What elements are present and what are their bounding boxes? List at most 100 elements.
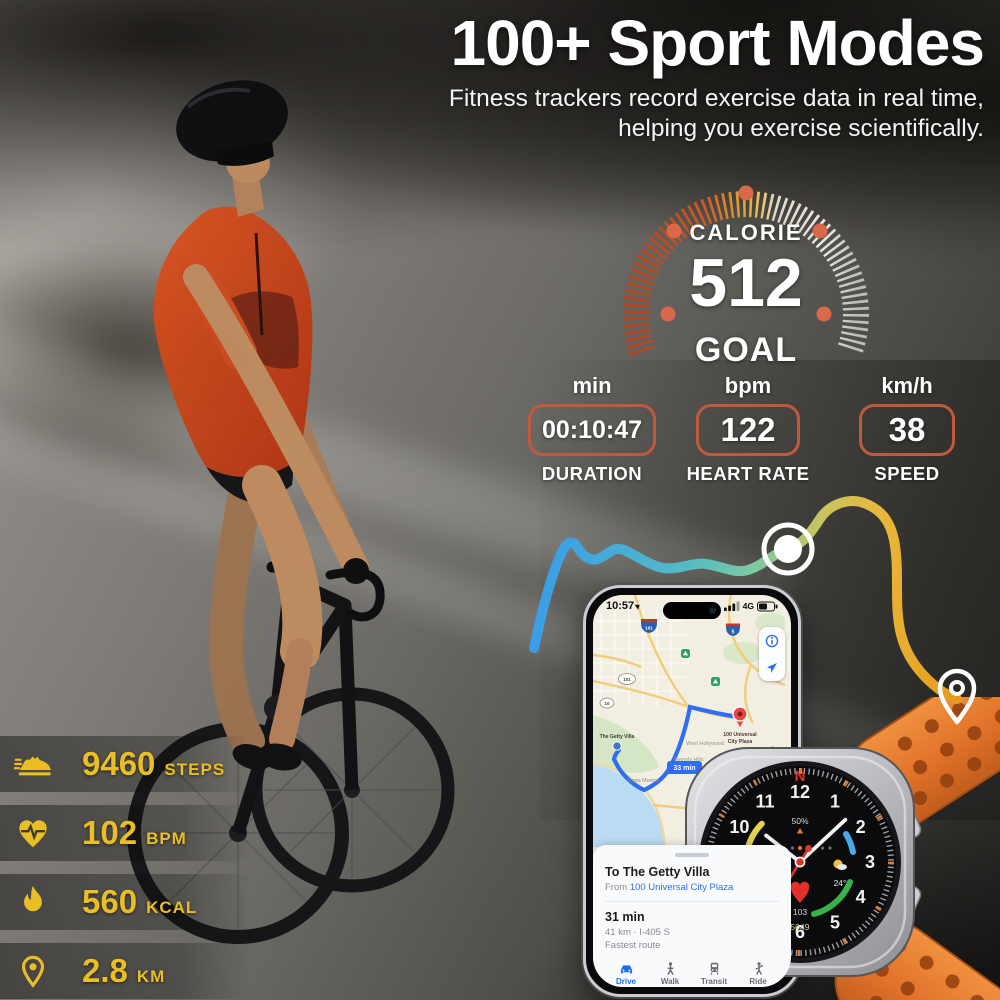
tab-label: Transit — [700, 977, 728, 986]
stat-value: 560 — [82, 883, 138, 920]
activity-stats-panel: 9460 STEPS 102 BPM 560 KCAL — [0, 736, 250, 1000]
shield-oval-101: 101 — [618, 673, 636, 685]
heart-pulse-icon — [19, 820, 47, 848]
stat-value: 9460 — [82, 745, 156, 782]
map-destination-pin[interactable]: 100 Universal City Plaza — [723, 706, 757, 745]
signal-icon — [723, 601, 740, 611]
metric-label: HEART RATE — [686, 463, 810, 484]
metrics-row: min 00:10:47 DURATION bpm 122 HEART RATE… — [512, 373, 990, 485]
directions-sheet[interactable]: To The Getty Villa From 100 Universal Ci… — [593, 845, 791, 987]
stat-value: 102 — [82, 814, 138, 851]
gauge-caption: GOAL — [694, 331, 798, 369]
battery-icon — [757, 601, 778, 611]
route-duration: 31 min — [605, 910, 645, 924]
page-title: 100+ Sport Modes — [450, 7, 986, 79]
map-label-santa-monica: Santa Monica — [627, 778, 659, 784]
destination-title: To The Getty Villa — [605, 865, 710, 879]
metric-label: SPEED — [874, 463, 940, 484]
tab-ride[interactable]: Ride — [741, 962, 775, 986]
stat-text: 2.8 KM — [82, 952, 165, 990]
location-arrow-icon — [634, 602, 642, 610]
near-leg — [242, 465, 323, 671]
svg-text:6: 6 — [795, 922, 805, 942]
svg-text:City Plaza: City Plaza — [728, 739, 753, 745]
stat-row-heart-rate: 102 BPM — [0, 805, 250, 861]
sunglasses — [216, 141, 274, 166]
stat-row-steps: 9460 STEPS — [0, 736, 250, 792]
far-leg — [209, 478, 265, 758]
tab-drive[interactable]: Drive — [609, 962, 643, 986]
metric-duration: min 00:10:47 DURATION — [512, 373, 672, 485]
sheet-drag-handle[interactable] — [675, 853, 709, 857]
park-icon — [681, 649, 690, 658]
svg-text:4: 4 — [856, 887, 866, 907]
arc-blue — [843, 831, 856, 855]
handlebar — [325, 567, 385, 622]
map-route — [611, 704, 743, 793]
bezel-orange-accents — [706, 768, 894, 956]
metric-value: 00:10:47 — [541, 415, 643, 444]
tab-transit[interactable]: Transit — [697, 962, 731, 986]
origin-line: From 100 Universal City Plaza — [605, 882, 779, 893]
map-origin-pin[interactable]: The Getty Villa — [600, 734, 635, 753]
stat-value: 2.8 — [82, 952, 128, 989]
network-label: 4G — [742, 601, 754, 611]
map-buttons-card — [759, 627, 785, 681]
helmet — [176, 80, 288, 162]
car-icon — [620, 965, 632, 974]
svg-text:3: 3 — [865, 852, 875, 872]
svg-text:5: 5 — [830, 913, 840, 933]
train-icon — [709, 962, 719, 975]
near-arm — [183, 264, 369, 580]
svg-text:101: 101 — [623, 677, 631, 682]
hands-center-cap — [794, 856, 806, 868]
svg-text:11: 11 — [755, 791, 774, 811]
cyclist-photo — [127, 80, 455, 944]
svg-text:33 min: 33 min — [673, 765, 695, 772]
stat-text: 9460 STEPS — [82, 745, 225, 783]
status-right: 4G — [723, 601, 778, 612]
page-subtitle: Fitness trackers record exercise data in… — [264, 84, 984, 144]
metric-unit: bpm — [724, 373, 772, 398]
svg-text:1: 1 — [830, 791, 840, 811]
subtitle-line-2: helping you exercise scientifically. — [618, 114, 984, 142]
from-prefix: From — [605, 882, 628, 893]
map-label-beverly-hills: Beverly Hills — [674, 757, 703, 763]
heart-icon — [790, 881, 810, 903]
park-icon — [711, 677, 720, 686]
stat-row-calories: 560 KCAL — [0, 874, 250, 930]
svg-text:101: 101 — [645, 626, 653, 631]
metric-unit: km/h — [881, 373, 933, 398]
tab-walk[interactable]: Walk — [653, 962, 687, 986]
route-time-badge[interactable]: 33 min — [663, 761, 702, 775]
stat-row-distance: 2.8 KM — [0, 943, 250, 999]
stat-text: 102 BPM — [82, 814, 187, 852]
metric-value-box: 122 — [696, 404, 800, 456]
metric-value: 38 — [888, 411, 926, 448]
svg-text:12: 12 — [790, 782, 810, 802]
header: 100+ Sport Modes Fitness trackers record… — [264, 6, 986, 144]
route-distance: 41 km · I-405 S — [605, 926, 670, 938]
metric-label: DURATION — [541, 463, 643, 484]
sheet-divider — [605, 901, 779, 902]
heart-rate-complication: 103 — [793, 907, 807, 917]
from-place-link[interactable]: 100 Universal City Plaza — [629, 882, 734, 893]
stat-unit: STEPS — [164, 760, 226, 779]
map-park-area — [593, 715, 659, 773]
svg-text:2: 2 — [856, 817, 866, 837]
gauge-value: 512 — [689, 245, 803, 321]
metric-unit: min — [572, 373, 612, 398]
shoe-icon — [14, 756, 51, 776]
tab-label: Ride — [749, 977, 767, 986]
arc-green — [811, 879, 853, 917]
battery-marker — [796, 828, 804, 834]
status-time: 10:57 — [606, 600, 642, 612]
location-pin-icon — [21, 955, 45, 988]
navigate-button[interactable] — [765, 661, 779, 675]
ride-icon — [755, 962, 763, 975]
svg-text:The Getty Villa: The Getty Villa — [600, 734, 635, 740]
transport-tabs: Drive Walk — [609, 962, 775, 986]
info-button[interactable] — [765, 634, 779, 648]
steps-complication: 5049 — [791, 922, 810, 932]
